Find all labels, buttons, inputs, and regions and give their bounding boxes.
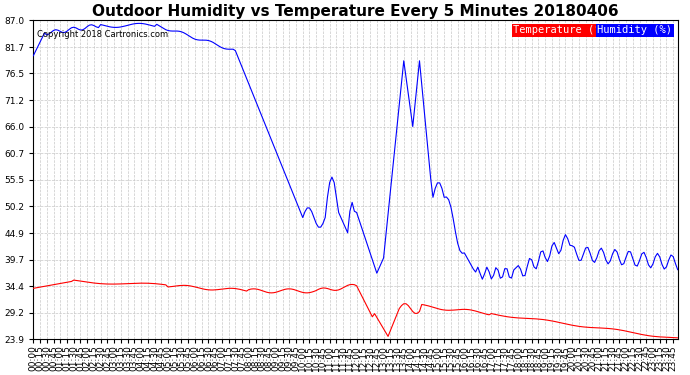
Text: Temperature (°F): Temperature (°F) <box>513 25 613 35</box>
Text: Humidity (%): Humidity (%) <box>597 25 672 35</box>
Text: Copyright 2018 Cartronics.com: Copyright 2018 Cartronics.com <box>37 30 168 39</box>
Title: Outdoor Humidity vs Temperature Every 5 Minutes 20180406: Outdoor Humidity vs Temperature Every 5 … <box>92 4 619 19</box>
